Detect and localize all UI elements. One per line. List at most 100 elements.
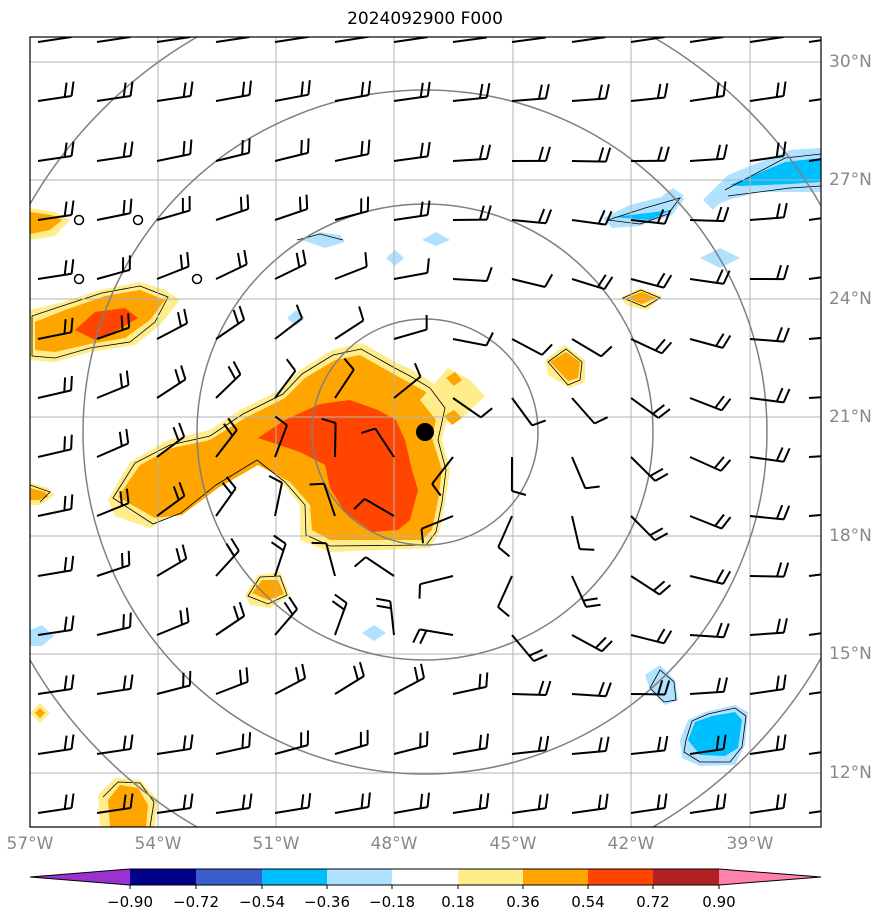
wind-barb-feather (174, 369, 181, 384)
wind-barb-feather (129, 793, 134, 809)
wind-barb-feather (232, 605, 240, 621)
wind-barb-feather (478, 83, 484, 99)
wind-barb-staff (37, 214, 72, 221)
wind-barb-feather (70, 200, 75, 216)
wind-barb-feather (775, 675, 780, 691)
wind-barb-feather (248, 793, 253, 809)
wind-barb-staff (334, 806, 369, 814)
lat-label: 27°N (829, 170, 872, 190)
wind-barb-feather (419, 793, 424, 809)
wind-barb-staff (96, 212, 131, 221)
wind-barb-feather (230, 537, 240, 552)
wind-barb-feather (268, 475, 283, 484)
wind-barb-staff (96, 326, 130, 340)
wind-barb-staff (393, 375, 422, 399)
wind-barb-staff (96, 626, 131, 636)
wind-barb-staff (215, 208, 249, 221)
wind-barb-feather (596, 274, 607, 288)
wind-barb-feather (129, 674, 134, 690)
wind-barb-feather (601, 640, 613, 653)
wind-barb-feather (321, 417, 336, 424)
wind-barb-feather (63, 495, 67, 511)
wind-barb-staff (37, 155, 72, 162)
wind-barb-feather (63, 735, 68, 751)
wind-barb-staff (511, 97, 546, 102)
wind-barb-staff (334, 369, 355, 399)
wind-barb-feather (604, 793, 609, 809)
lon-label: 54°W (134, 834, 182, 854)
wind-barb-feather (223, 423, 234, 437)
wind-barb-feather (531, 419, 547, 427)
wind-barb-feather (782, 81, 787, 97)
wind-barb-staff (37, 569, 72, 577)
wind-barb-feather (70, 494, 74, 510)
wind-barb-staff (749, 575, 785, 578)
wind-barb-feather (782, 734, 787, 750)
colorbar-segment (653, 869, 719, 885)
wind-barb-feather (129, 198, 133, 214)
wind-barb-feather (720, 398, 732, 411)
wind-barb-feather (654, 532, 669, 542)
wind-barb-staff (274, 370, 297, 399)
wind-barb-staff (749, 456, 784, 463)
wind-barb-feather (486, 205, 492, 220)
colorbar-tick-label: 0.90 (702, 893, 736, 911)
wind-barb-feather (649, 527, 664, 537)
wind-barb-feather (722, 623, 730, 638)
wind-barb-feather (782, 327, 790, 342)
wind-barb-feather (714, 395, 725, 409)
wind-barb-staff (689, 515, 722, 530)
wind-barb-feather (412, 628, 421, 644)
wind-barb-staff (630, 397, 660, 419)
wind-barb-staff (374, 428, 395, 458)
wind-barb-feather (652, 404, 665, 415)
wind-barb-staff (630, 456, 656, 482)
wind-barb-staff (365, 556, 395, 577)
wind-barb-feather (70, 674, 75, 690)
wind-barb-staff (334, 153, 369, 162)
wind-barb-staff (511, 37, 546, 43)
wind-barb-feather (172, 486, 180, 501)
wind-barb-feather (122, 614, 125, 629)
wind-barb-feather (300, 139, 303, 155)
wind-barb-feather (295, 252, 301, 268)
wind-barb-feather (225, 476, 237, 489)
lon-label: 42°W (607, 834, 655, 854)
wind-barb-feather (63, 82, 68, 98)
colorbar-tick-label: −0.36 (304, 893, 350, 911)
wind-barb-staff (96, 442, 129, 458)
wind-barb-staff (215, 429, 238, 458)
wind-barb-feather (661, 341, 673, 355)
wind-barb-feather (63, 616, 68, 632)
wind-barb-staff (37, 629, 72, 636)
wind-barb-staff (37, 807, 72, 814)
wind-barb-feather (537, 736, 543, 752)
wind-barb-feather (545, 680, 552, 696)
wind-barb-feather (248, 732, 252, 747)
wind-barb-feather (775, 327, 783, 342)
wind-barb-staff (419, 628, 454, 636)
wind-barb-staff (689, 690, 724, 695)
lon-label: 48°W (370, 834, 418, 854)
wind-barb-feather (775, 447, 784, 462)
wind-barb-feather (63, 675, 68, 691)
wind-barb-staff (37, 95, 72, 102)
wind-barb-staff (689, 575, 724, 585)
wind-barb-feather (775, 504, 784, 520)
wind-barb-feather (343, 357, 355, 371)
wind-barb-staff (689, 338, 724, 349)
wind-barb-staff (334, 94, 369, 102)
wind-barb-staff (749, 216, 784, 221)
wind-barb-staff (156, 209, 190, 221)
map-title: 2024092900 F000 (347, 9, 503, 29)
wind-barb-feather (300, 794, 305, 809)
wind-barb-feather (375, 597, 391, 603)
wind-barb-feather (657, 680, 664, 695)
wind-barb-feather (715, 622, 723, 638)
wind-barb-feather (579, 548, 595, 551)
wind-barb-feather (125, 428, 130, 444)
wind-barb-feather (307, 80, 311, 95)
wind-barb-staff (156, 153, 191, 162)
